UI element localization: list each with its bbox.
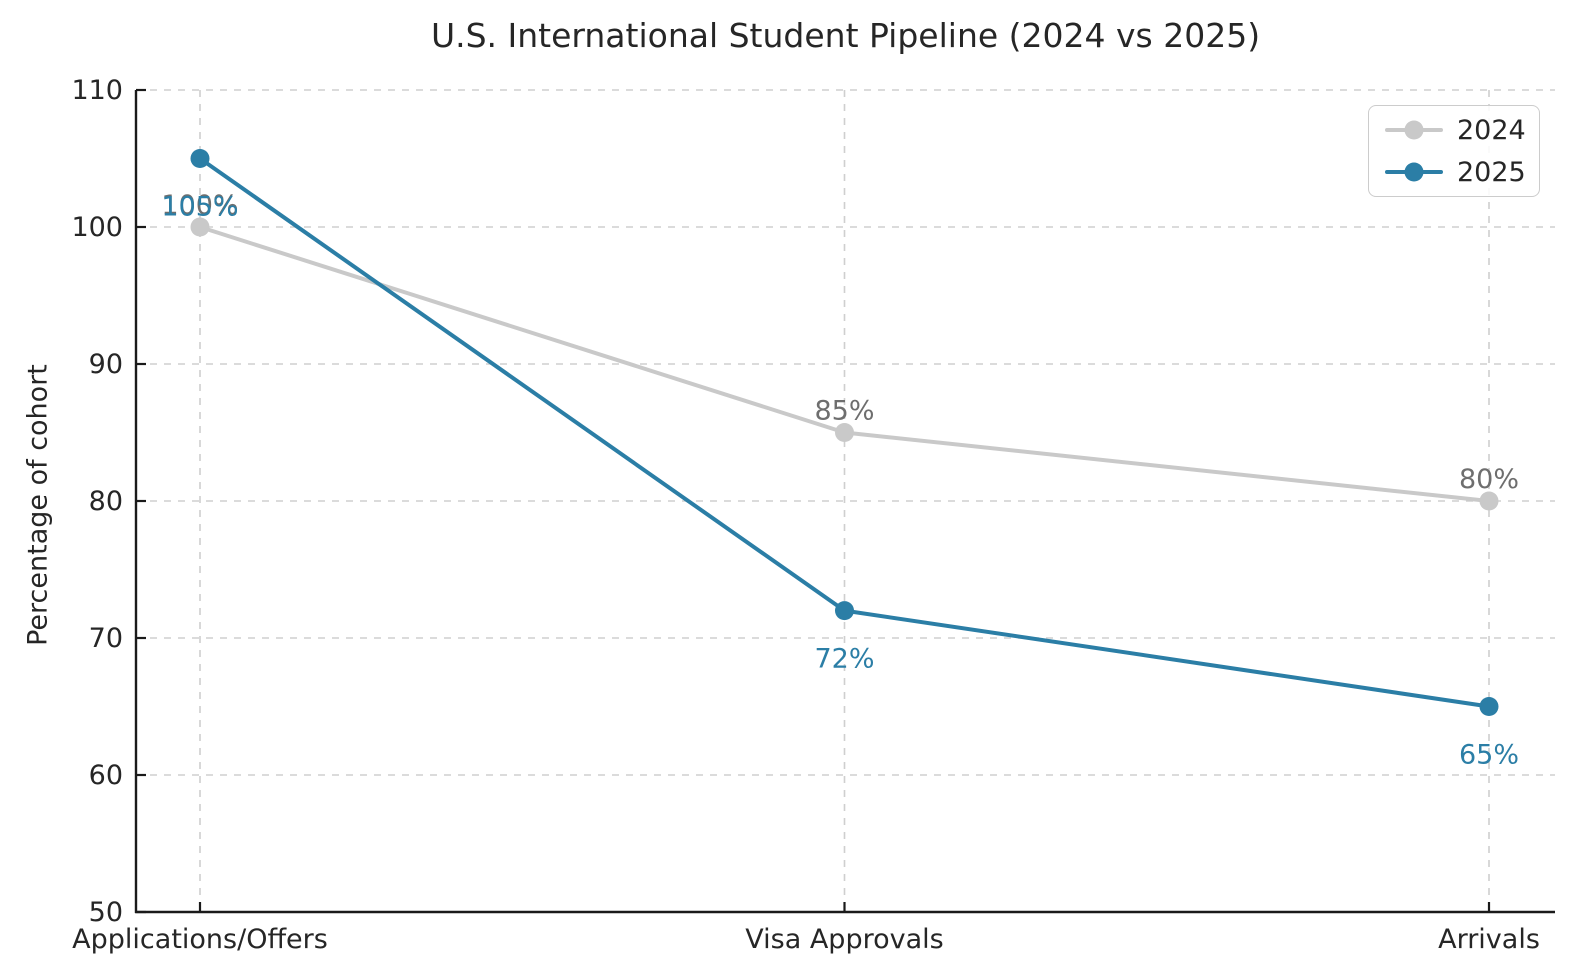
y-tick-label: 110: [71, 75, 123, 106]
legend-line-marker-2025: [1385, 161, 1443, 183]
legend: 2024 2025: [1368, 105, 1540, 197]
point-label-2025: 65%: [1459, 740, 1519, 771]
legend-line-marker-2024: [1385, 119, 1443, 141]
point-label-2024: 80%: [1459, 464, 1519, 495]
point-label-2024: 100%: [161, 190, 238, 221]
legend-marker-dot: [1404, 120, 1424, 140]
chart-title: U.S. International Student Pipeline (202…: [430, 16, 1261, 55]
y-tick-label: 100: [71, 212, 123, 243]
data-point-2025: [1479, 697, 1499, 716]
y-tick-label: 80: [89, 486, 123, 517]
y-tick-label: 50: [89, 897, 123, 928]
y-tick-label: 90: [89, 349, 123, 380]
legend-label-2024: 2024: [1457, 114, 1526, 146]
data-point-2024: [190, 217, 210, 237]
legend-marker-dot: [1404, 162, 1424, 182]
data-point-2024: [835, 423, 854, 442]
x-tick-label: Arrivals: [1438, 924, 1540, 955]
data-point-2025: [835, 601, 854, 621]
data-point-2025: [190, 149, 210, 168]
legend-item-2025: 2025: [1385, 156, 1539, 188]
point-label-2025: 105%: [161, 192, 238, 223]
legend-label-2025: 2025: [1457, 156, 1526, 188]
point-label-2025: 72%: [814, 644, 874, 675]
legend-item-2024: 2024: [1385, 114, 1539, 146]
y-tick-label: 60: [89, 760, 123, 791]
point-label-2024: 85%: [814, 396, 874, 427]
x-tick-label: Applications/Offers: [72, 924, 328, 955]
x-tick-label: Visa Approvals: [745, 924, 943, 955]
data-point-2024: [1479, 491, 1499, 511]
y-tick-label: 70: [89, 623, 123, 654]
